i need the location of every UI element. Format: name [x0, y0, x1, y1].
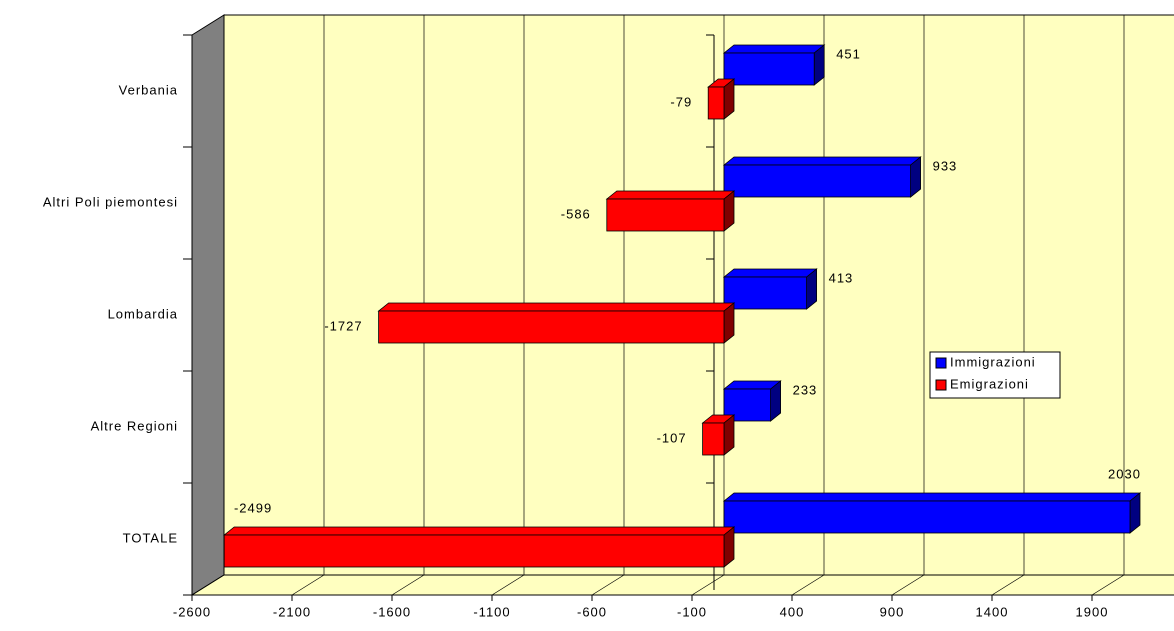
data-label: -79	[670, 94, 692, 109]
legend-swatch	[935, 357, 947, 369]
bar-face	[722, 156, 922, 166]
bar-face	[378, 310, 725, 344]
bar-face	[723, 500, 1131, 534]
left-wall	[191, 14, 225, 596]
data-label: -586	[561, 206, 591, 221]
floor-line	[891, 574, 925, 596]
bar	[605, 190, 736, 232]
floor-line	[491, 574, 525, 596]
data-label: 451	[836, 46, 861, 61]
floor-line	[991, 574, 1025, 596]
bar-face	[377, 302, 736, 312]
legend-label: Immigrazioni	[950, 354, 1036, 369]
bar-face	[223, 526, 736, 536]
data-label: 2030	[1108, 466, 1141, 481]
y-tick-label: TOTALE	[123, 530, 178, 545]
bar-face	[702, 422, 725, 456]
data-label: -107	[657, 430, 687, 445]
bar	[722, 156, 922, 198]
x-tick-label: -2100	[273, 604, 311, 619]
data-label: 933	[933, 158, 958, 173]
bar-face	[722, 492, 1142, 502]
x-tick-label: 1900	[1076, 604, 1109, 619]
floor-line	[391, 574, 425, 596]
floor-line	[291, 574, 325, 596]
x-tick-label: 1400	[976, 604, 1009, 619]
bar	[377, 302, 736, 344]
x-tick-label: -1100	[473, 604, 510, 619]
bar	[722, 380, 782, 422]
y-tick-label: Lombardia	[108, 306, 178, 321]
bar-face	[722, 44, 826, 54]
floor-line	[1091, 574, 1125, 596]
bar-face	[606, 198, 725, 232]
legend-box	[929, 351, 1061, 399]
x-tick-label: 400	[780, 604, 805, 619]
data-label: -1727	[324, 318, 362, 333]
bar	[701, 414, 736, 456]
floor-line	[791, 574, 825, 596]
y-tick-label: Verbania	[119, 82, 178, 97]
bar-face	[605, 190, 736, 200]
data-label: 413	[829, 270, 854, 285]
bar-face	[722, 268, 818, 278]
bar-face	[707, 86, 725, 120]
bar-face	[723, 52, 815, 86]
back-wall	[223, 14, 1174, 576]
bar	[722, 44, 826, 86]
legend-swatch	[935, 379, 947, 391]
x-tick-label: 900	[880, 604, 905, 619]
bar-face	[723, 276, 807, 310]
bar	[223, 526, 736, 568]
bar	[722, 268, 818, 310]
legend-label: Emigrazioni	[950, 376, 1029, 391]
floor-line	[591, 574, 625, 596]
data-label: 233	[793, 382, 818, 397]
floor-line	[691, 574, 725, 596]
bar	[722, 492, 1142, 534]
bar-face	[723, 164, 912, 198]
floor-line	[191, 574, 225, 596]
x-tick-label: -600	[577, 604, 607, 619]
y-tick-label: Altri Poli piemontesi	[43, 194, 178, 209]
bar-face	[223, 534, 725, 568]
bar	[707, 78, 736, 120]
x-tick-label: -2600	[173, 604, 211, 619]
data-label: -2499	[234, 500, 272, 515]
y-tick-label: Altre Regioni	[91, 418, 178, 433]
floor	[190, 574, 1174, 596]
x-tick-label: -100	[677, 604, 707, 619]
x-tick-label: -1600	[373, 604, 411, 619]
